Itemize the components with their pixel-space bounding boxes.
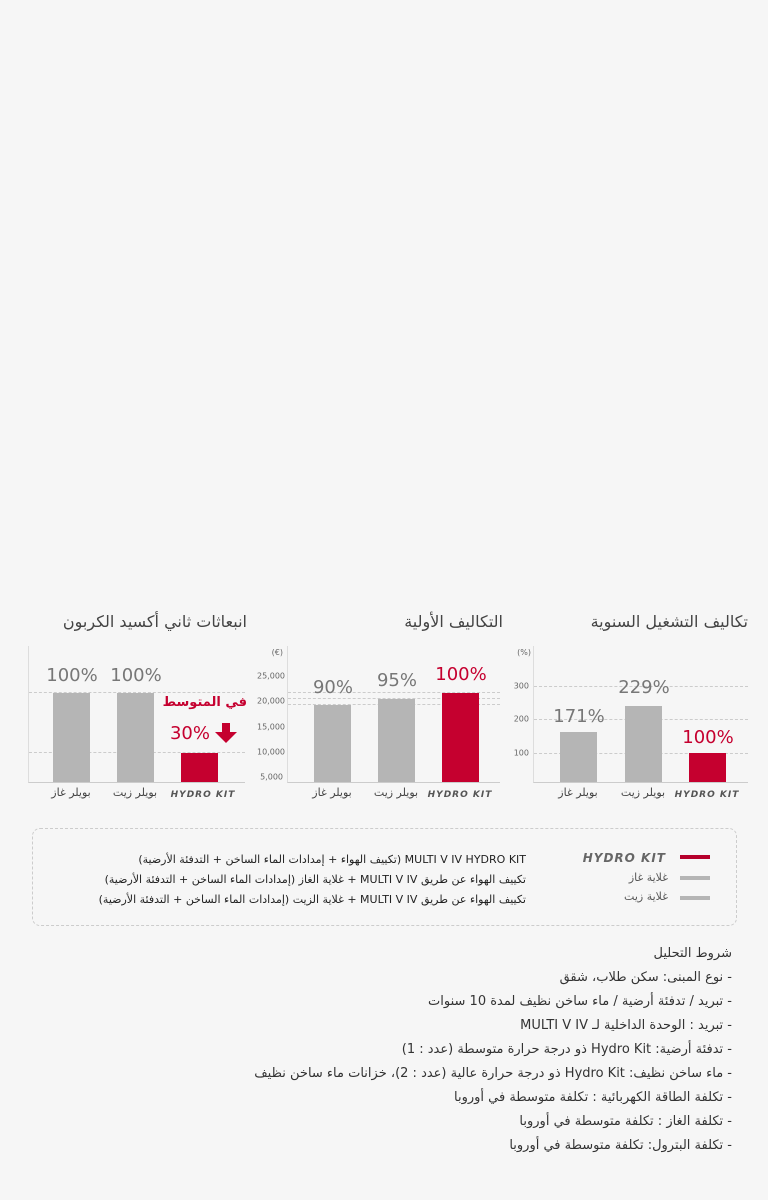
- plot-area: 171% 229% 100%: [533, 646, 748, 783]
- legend: HYDRO KIT غلاية غاز غلاية زيت MULTI V IV…: [32, 828, 737, 926]
- bar-value: 100%: [682, 727, 734, 748]
- chart-title: انبعاثات ثاني أكسيد الكربون: [62, 612, 247, 631]
- legend-key-hydro-kit: HYDRO KIT: [582, 851, 666, 865]
- hydro-kit-logo: HYDRO KIT: [674, 790, 740, 800]
- legend-swatch-gas: [680, 876, 710, 880]
- condition-item: - ماء ساخن نظيف: Hydro Kit ذو درجة حرارة…: [254, 1066, 732, 1081]
- x-label: بويلر زيت: [373, 786, 419, 799]
- y-tick: 20,000: [257, 696, 285, 706]
- x-label: بويلر زيت: [620, 786, 666, 799]
- legend-key-gas: غلاية غاز: [628, 871, 668, 884]
- y-tick: 200: [513, 714, 529, 724]
- y-tick: 300: [513, 681, 529, 691]
- y-tick: 5,000: [260, 772, 283, 782]
- legend-swatch-hydro-kit: [680, 855, 710, 859]
- legend-key-oil: غلاية زيت: [624, 890, 668, 903]
- bar-value: 100%: [110, 665, 162, 686]
- bar-hydro-kit: [689, 753, 726, 782]
- down-arrow-icon: [222, 723, 230, 732]
- legend-swatch-oil: [680, 896, 710, 900]
- bar-oil-boiler: [117, 693, 154, 782]
- chart-co2-emissions: انبعاثات ثاني أكسيد الكربون 100% 100% في…: [20, 612, 255, 812]
- plot-area: 100% 100% في المتوسط 30%: [28, 646, 247, 783]
- bar-value: 30%: [169, 723, 210, 744]
- chart-title: التكاليف الأولية: [404, 612, 503, 631]
- bar-value: 229%: [618, 677, 670, 698]
- plot-area: 90% 95% 100%: [287, 646, 500, 783]
- analysis-conditions: شروط التحليل - نوع المبنى: سكن طلاب، شقق…: [254, 942, 732, 1158]
- x-label: بويلر غاز: [558, 786, 598, 799]
- bar-oil-boiler: [625, 706, 662, 782]
- legend-desc-oil: تكييف الهواء عن طريق MULTI V IV + غلاية …: [98, 893, 526, 906]
- chart-title: تكاليف التشغيل السنوية: [590, 612, 748, 631]
- bar-oil-boiler: [378, 699, 415, 782]
- y-tick: 10,000: [257, 747, 285, 757]
- down-arrow-head: [215, 732, 237, 743]
- y-axis-unit: (€): [271, 648, 283, 657]
- bar-value: 95%: [376, 670, 417, 691]
- bar-value: 171%: [553, 706, 605, 727]
- average-annotation: في المتوسط: [162, 695, 247, 710]
- hydro-kit-logo: HYDRO KIT: [170, 790, 236, 800]
- bar-gas-boiler: [560, 732, 597, 782]
- x-label: بويلر غاز: [312, 786, 352, 799]
- bar-hydro-kit: [181, 753, 218, 782]
- chart-annual-operating-cost: تكاليف التشغيل السنوية (%) 300 200 100 1…: [505, 612, 750, 812]
- x-label: بويلر غاز: [51, 786, 91, 799]
- bar-value: 90%: [312, 677, 353, 698]
- condition-item: - تدفئة أرضية: Hydro Kit ذو درجة حرارة م…: [401, 1042, 732, 1057]
- condition-item: - تكلفة الغاز : تكلفة متوسطة في أوروبا: [519, 1114, 732, 1129]
- bar-value: 100%: [435, 664, 487, 685]
- hydro-kit-logo: HYDRO KIT: [427, 790, 493, 800]
- condition-item: - تبريد : الوحدة الداخلية لـ MULTI V IV: [520, 1018, 732, 1033]
- chart-initial-cost: التكاليف الأولية (€) 25,000 20,000 15,00…: [255, 612, 505, 812]
- condition-item: - نوع المبنى: سكن طلاب، شقق: [559, 970, 732, 985]
- bar-gas-boiler: [53, 693, 90, 782]
- y-tick: 100: [513, 748, 529, 758]
- x-label: بويلر زيت: [112, 786, 158, 799]
- legend-desc-gas: تكييف الهواء عن طريق MULTI V IV + غلاية …: [104, 873, 526, 886]
- y-tick: 25,000: [257, 671, 285, 681]
- conditions-title: شروط التحليل: [653, 946, 732, 961]
- y-axis-unit: (%): [517, 648, 531, 657]
- condition-item: - تبريد / تدفئة أرضية / ماء ساخن نظيف لم…: [428, 994, 732, 1009]
- condition-item: - تكلفة البترول: تكلفة متوسطة في أوروبا: [509, 1138, 732, 1153]
- bar-gas-boiler: [314, 705, 351, 782]
- legend-desc-hydro-kit: MULTI V IV HYDRO KIT (تكييف الهواء + إمد…: [138, 853, 526, 866]
- condition-item: - تكلفة الطاقة الكهربائية : تكلفة متوسطة…: [453, 1090, 732, 1105]
- y-tick: 15,000: [257, 722, 285, 732]
- bar-hydro-kit: [442, 693, 479, 782]
- bar-value: 100%: [46, 665, 98, 686]
